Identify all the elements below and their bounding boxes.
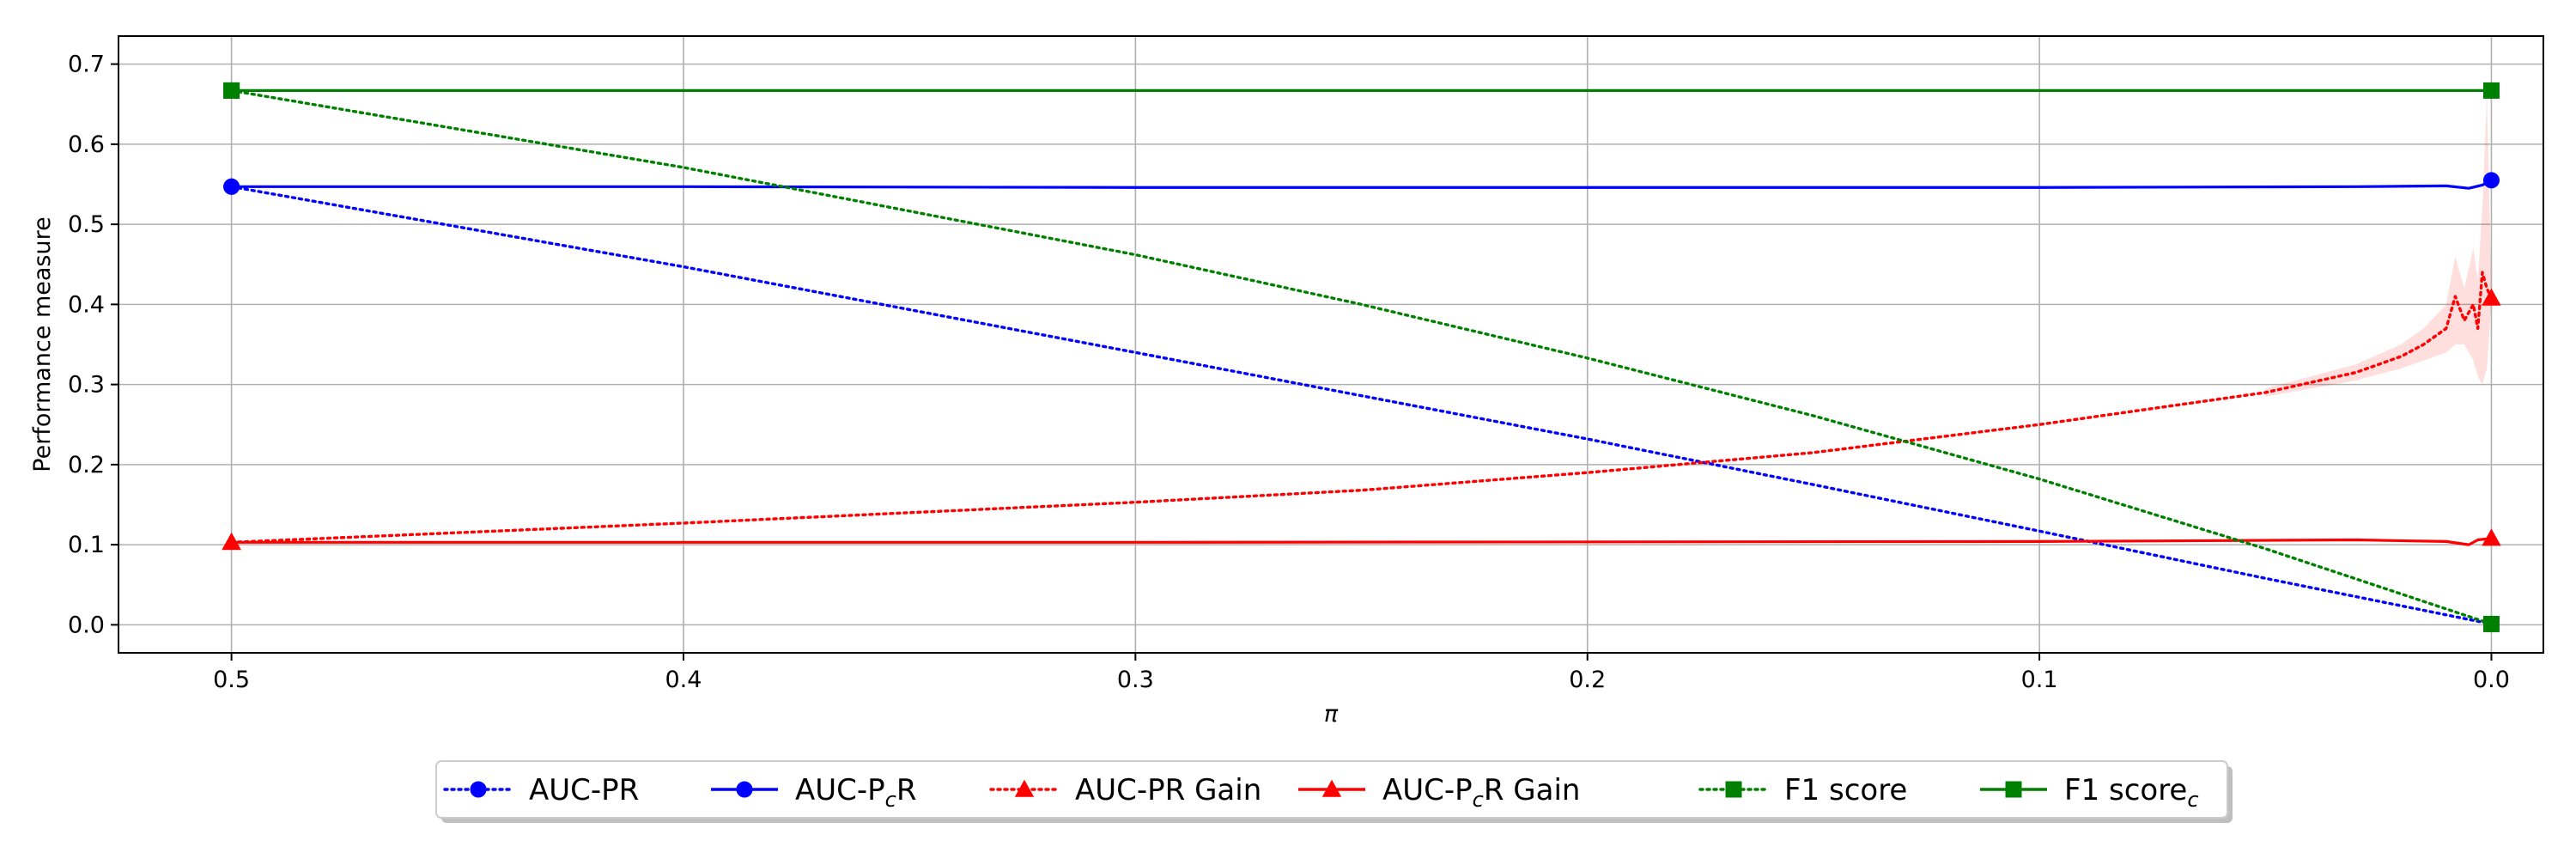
series xyxy=(222,528,2501,551)
legend-item: AUC-PR xyxy=(443,773,639,807)
y-tick-label: 0.4 xyxy=(68,291,105,318)
y-tick-label: 0.6 xyxy=(68,131,105,158)
circle-marker xyxy=(2482,172,2500,189)
square-marker xyxy=(2482,82,2500,99)
circle-marker xyxy=(223,178,240,195)
triangle-marker xyxy=(1014,779,1035,797)
x-tick-label: 0.1 xyxy=(2021,667,2058,693)
x-tick-label: 0.3 xyxy=(1117,667,1154,693)
series xyxy=(222,271,2501,551)
series xyxy=(223,178,2500,632)
legend-item: AUC-PR Gain xyxy=(989,773,1261,807)
legend-label-subscript: c xyxy=(2187,788,2198,812)
y-tick-label: 0.2 xyxy=(68,452,105,478)
legend-item: AUC-PcR xyxy=(711,773,916,812)
series-lines xyxy=(222,82,2501,632)
legend-label: AUC-PcR Gain xyxy=(1382,773,1580,812)
y-tick-label: 0.0 xyxy=(68,612,105,638)
legend-label-tail: R xyxy=(896,773,917,807)
plot-frame xyxy=(118,35,2544,654)
y-tick-label: 0.7 xyxy=(68,52,105,78)
confidence-bands xyxy=(2265,95,2492,397)
series-line xyxy=(229,88,2494,626)
circle-marker xyxy=(470,781,487,798)
legend-label-subscript: c xyxy=(885,788,896,812)
legend-label: AUC-PR Gain xyxy=(1075,773,1261,807)
legend-label: AUC-PcR xyxy=(795,773,916,812)
x-tick-label: 0.5 xyxy=(213,667,250,693)
triangle-marker xyxy=(222,532,241,551)
confidence-band xyxy=(2265,95,2492,397)
legend-label-subscript: c xyxy=(1473,788,1484,812)
triangle-marker xyxy=(2482,288,2501,306)
square-marker xyxy=(223,82,240,99)
y-axis-label: Performance measure xyxy=(29,216,56,472)
legend-label: F1 scorec xyxy=(2064,773,2199,812)
legend-label-main: AUC-P xyxy=(795,773,885,807)
series xyxy=(223,172,2500,195)
legend-label-main: AUC-P xyxy=(1382,773,1473,807)
legend-label-tail: R Gain xyxy=(1484,773,1581,807)
triangle-marker xyxy=(1321,779,1342,797)
legend-item: AUC-PcR Gain xyxy=(1298,773,1580,812)
legend: AUC-PR AUC-PcR AUC-PR Gain AUC-PcR Gain F1 s… xyxy=(435,760,2233,823)
series-line xyxy=(231,179,2493,190)
x-tick-label: 0.0 xyxy=(2473,667,2510,693)
series xyxy=(223,82,2500,99)
axis-ticks: 0.5 0.4 0.3 0.2 0.1 0.0 0.0 0.1 0.2 0.3 0.4 0.5 0.6 0… xyxy=(68,52,2510,693)
series-line xyxy=(231,537,2492,546)
legend-item: F1 score xyxy=(1698,773,1907,807)
square-marker xyxy=(2005,781,2022,798)
x-tick-label: 0.4 xyxy=(665,667,702,693)
legend-items: AUC-PR AUC-PcR AUC-PR Gain AUC-PcR Gain F1 s… xyxy=(443,773,2199,812)
series-line xyxy=(229,185,2494,626)
circle-marker xyxy=(736,781,753,798)
grid xyxy=(118,36,2543,653)
legend-label-main: F1 score xyxy=(2064,773,2187,807)
x-tick-label: 0.2 xyxy=(1569,667,1606,693)
triangle-marker xyxy=(2482,528,2501,546)
series xyxy=(223,82,2500,632)
square-marker xyxy=(2482,615,2500,632)
y-tick-label: 0.3 xyxy=(68,372,105,399)
legend-label: AUC-PR xyxy=(529,773,639,807)
y-tick-label: 0.5 xyxy=(68,211,105,238)
series-line xyxy=(229,271,2494,545)
x-axis-label: π xyxy=(1324,701,1339,728)
legend-label: F1 score xyxy=(1784,773,1907,807)
legend-item: F1 scorec xyxy=(1980,773,2199,812)
y-tick-label: 0.1 xyxy=(68,532,105,558)
square-marker xyxy=(1725,781,1742,798)
